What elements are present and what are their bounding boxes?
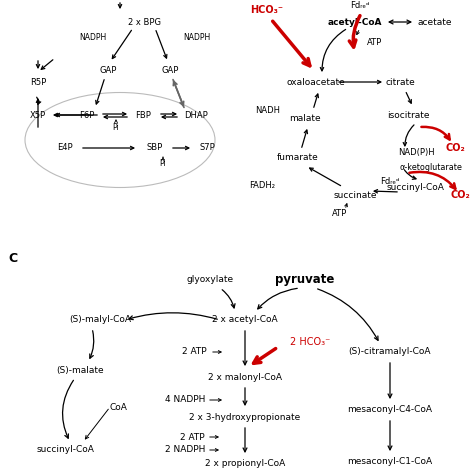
Text: 2 ATP: 2 ATP (181, 432, 205, 441)
Text: malate: malate (289, 113, 321, 122)
Text: 2 HCO₃⁻: 2 HCO₃⁻ (290, 337, 330, 347)
Text: ATP: ATP (332, 209, 347, 218)
Text: acetyl-CoA: acetyl-CoA (328, 18, 382, 27)
Text: 2 x BPG: 2 x BPG (128, 18, 162, 27)
Text: 2 x acetyl-CoA: 2 x acetyl-CoA (212, 316, 278, 325)
Text: CO₂: CO₂ (445, 143, 465, 153)
Text: 2 x propionyl-CoA: 2 x propionyl-CoA (205, 459, 285, 468)
Text: R5P: R5P (30, 78, 46, 86)
Text: S7P: S7P (199, 144, 215, 153)
Text: X5P: X5P (30, 110, 46, 119)
Text: fumarate: fumarate (277, 154, 319, 163)
Text: SBP: SBP (147, 144, 163, 153)
Text: mesaconyl-C4-CoA: mesaconyl-C4-CoA (347, 405, 432, 414)
Text: succinate: succinate (333, 191, 377, 200)
Text: FADH₂: FADH₂ (249, 181, 275, 190)
Text: CO₂: CO₂ (450, 190, 470, 200)
Text: (S)-malate: (S)-malate (56, 365, 104, 374)
Text: 2 ATP: 2 ATP (182, 347, 207, 356)
Text: 2 NADPH: 2 NADPH (164, 446, 205, 455)
Text: HCO₃⁻: HCO₃⁻ (250, 5, 283, 15)
Text: oxaloacetate: oxaloacetate (287, 78, 346, 86)
Text: 2 x 3-hydroxypropionate: 2 x 3-hydroxypropionate (190, 412, 301, 421)
Text: (S)-citramalyl-CoA: (S)-citramalyl-CoA (349, 347, 431, 356)
Text: E4P: E4P (57, 144, 73, 153)
Text: isocitrate: isocitrate (387, 110, 429, 119)
Text: mesaconyl-C1-CoA: mesaconyl-C1-CoA (347, 457, 433, 466)
Text: C: C (8, 252, 17, 265)
Text: NADPH: NADPH (80, 33, 107, 42)
Text: Fdᵣₑᵈ: Fdᵣₑᵈ (350, 0, 370, 9)
Text: pyruvate: pyruvate (275, 273, 335, 286)
Text: Pi: Pi (113, 122, 119, 131)
Text: succinyl-CoA: succinyl-CoA (36, 446, 94, 455)
Text: α-ketoglutarate: α-ketoglutarate (400, 163, 463, 172)
Text: glyoxylate: glyoxylate (186, 275, 234, 284)
Text: Pi: Pi (160, 158, 166, 167)
Text: CoA: CoA (109, 402, 127, 411)
Text: F6P: F6P (79, 110, 95, 119)
Text: 4 NADPH: 4 NADPH (164, 395, 205, 404)
Text: NADPH: NADPH (183, 33, 210, 42)
Text: FBP: FBP (135, 110, 151, 119)
Text: (S)-malyl-CoA: (S)-malyl-CoA (69, 316, 131, 325)
Text: NADH: NADH (255, 106, 280, 115)
Text: DHAP: DHAP (184, 110, 208, 119)
Text: Fdᵣₑᵈ: Fdᵣₑᵈ (380, 177, 400, 186)
Text: citrate: citrate (385, 78, 415, 86)
Text: GAP: GAP (100, 65, 117, 74)
Text: 2 x malonyl-CoA: 2 x malonyl-CoA (208, 373, 282, 382)
Text: succinyl-CoA: succinyl-CoA (386, 183, 444, 192)
Text: GAP: GAP (161, 65, 179, 74)
Text: ATP: ATP (367, 37, 383, 46)
Text: acetate: acetate (418, 18, 452, 27)
Text: NAD(P)H: NAD(P)H (398, 147, 435, 156)
